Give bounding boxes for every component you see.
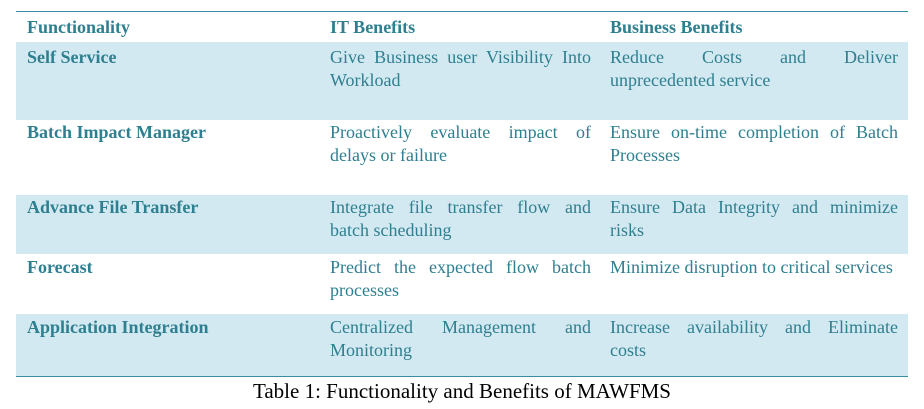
- cell-it-benefit: Predict the expected flow batch processe…: [330, 257, 591, 300]
- header-functionality: Functionality: [27, 17, 131, 37]
- table-top-rule: [16, 11, 908, 12]
- cell-it-benefit: Integrate file transfer flow and batch s…: [330, 197, 591, 240]
- table-header-row: Functionality IT Benefits Business Benef…: [16, 12, 908, 42]
- header-it-benefits: IT Benefits: [330, 17, 416, 37]
- cell-business-benefit: Ensure on-time completion of Batch Proce…: [610, 122, 898, 165]
- cell-it-benefit: Give Business user Visibility Into Workl…: [330, 47, 591, 90]
- table-row: Advance File Transfer Integrate file tra…: [16, 195, 908, 254]
- cell-functionality: Batch Impact Manager: [27, 122, 206, 142]
- cell-business-benefit: Reduce Costs and Deliver unprecedented s…: [610, 47, 898, 90]
- cell-functionality: Forecast: [27, 257, 93, 277]
- table-row: Self Service Give Business user Visibili…: [16, 42, 908, 120]
- cell-business-benefit: Minimize disruption to critical services: [610, 257, 893, 277]
- cell-business-benefit: Ensure Data Integrity and minimize risks: [610, 197, 898, 240]
- table-row: Forecast Predict the expected flow batch…: [16, 254, 908, 314]
- cell-it-benefit: Centralized Management and Monitoring: [330, 317, 591, 360]
- table-row: Application Integration Centralized Mana…: [16, 314, 908, 376]
- cell-functionality: Self Service: [27, 47, 117, 67]
- cell-business-benefit: Increase availability and Eliminate cost…: [610, 317, 898, 360]
- cell-it-benefit: Proactively evaluate impact of delays or…: [330, 122, 591, 165]
- cell-functionality: Application Integration: [27, 317, 209, 337]
- table-bottom-rule: [16, 376, 908, 377]
- header-business-benefits: Business Benefits: [610, 17, 743, 37]
- cell-functionality: Advance File Transfer: [27, 197, 199, 217]
- table-row: Batch Impact Manager Proactively evaluat…: [16, 120, 908, 195]
- table-caption: Table 1: Functionality and Benefits of M…: [253, 379, 671, 403]
